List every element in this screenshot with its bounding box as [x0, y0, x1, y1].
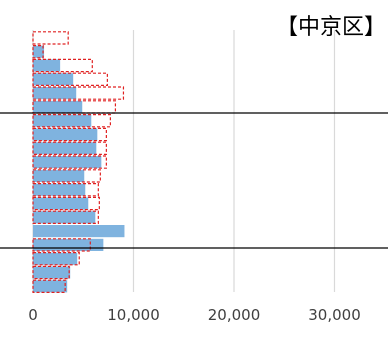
outline-bar: [32, 127, 107, 142]
outline-bar: [32, 44, 44, 59]
outline-bar: [32, 72, 108, 86]
outline-bar: [32, 238, 91, 252]
filled-bar: [33, 100, 83, 113]
filled-bar: [33, 252, 78, 265]
outline-bar: [32, 210, 99, 224]
outline-bar: [32, 86, 125, 100]
filled-bar: [33, 211, 96, 224]
filled-bar: [33, 183, 86, 196]
reference-lines: [0, 112, 388, 249]
x-tick-labels: 0 10,000 20,000 30,000: [28, 306, 361, 324]
outline-bar: [32, 155, 107, 169]
outline-bar: [32, 196, 100, 211]
x-tick-label: 0: [28, 306, 38, 324]
filled-bar: [33, 45, 45, 58]
filled-bar: [33, 280, 68, 293]
filled-bar: [33, 238, 104, 251]
filled-bar: [33, 197, 89, 210]
filled-bar: [33, 169, 85, 182]
filled-bar: [33, 114, 92, 127]
filled-bar: [33, 87, 77, 100]
x-tick-label: 30,000: [308, 306, 361, 324]
outline-bar: [32, 183, 99, 197]
chart-title: 【中京区】: [276, 15, 386, 40]
filled-bar: [33, 73, 74, 86]
outline-bar: [32, 31, 69, 45]
x-tick-label: 20,000: [208, 306, 261, 324]
outline-bar: [32, 265, 70, 280]
outline-bar: [32, 279, 66, 294]
outline-bar: [32, 58, 93, 73]
x-tick-label: 10,000: [107, 306, 160, 324]
filled-bar: [33, 156, 102, 169]
outline-bar: [32, 141, 107, 155]
outline-bar: [32, 252, 80, 266]
filled-bar: [33, 128, 98, 141]
filled-bar: [33, 59, 61, 72]
outline-bar: [32, 169, 101, 183]
filled-bar: [33, 266, 71, 279]
bars: [32, 31, 125, 294]
filled-bar: [33, 142, 97, 155]
filled-bar: [33, 225, 125, 238]
